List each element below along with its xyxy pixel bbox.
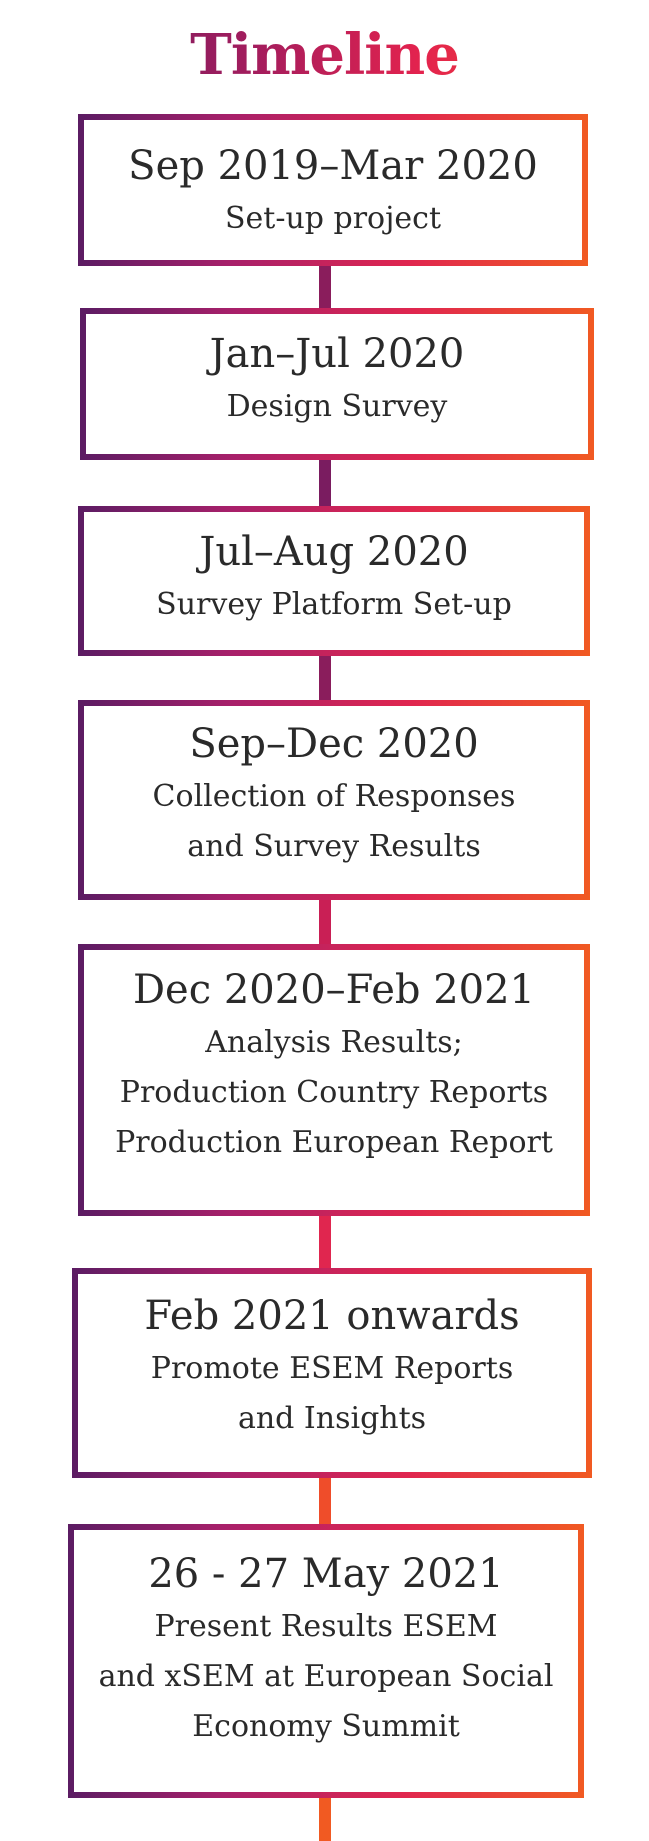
timeline-item-desc: Economy Summit — [192, 1709, 460, 1744]
timeline-item-date: Feb 2021 onwards — [144, 1293, 520, 1339]
timeline-item-2: Jan–Jul 2020 Design Survey — [80, 308, 594, 460]
timeline-item-desc: and xSEM at European Social — [98, 1659, 554, 1694]
timeline-item-date: Sep–Dec 2020 — [189, 721, 479, 767]
timeline-item-desc: Production European Report — [115, 1125, 553, 1160]
timeline-item-4: Sep–Dec 2020 Collection of Responses and… — [78, 700, 590, 900]
timeline-item-desc: and Insights — [237, 1401, 427, 1436]
timeline-connector — [319, 460, 331, 506]
timeline-item-desc: Analysis Results; — [205, 1025, 463, 1060]
timeline-connector — [319, 1478, 331, 1524]
timeline-item-desc: Production Country Reports — [119, 1075, 549, 1110]
timeline-title: Timeline — [0, 20, 649, 90]
timeline-item-7: 26 - 27 May 2021 Present Results ESEM an… — [68, 1524, 584, 1798]
timeline-item-date: Dec 2020–Feb 2021 — [132, 967, 535, 1013]
timeline-connector — [319, 266, 331, 308]
timeline-item-desc: Design Survey — [226, 389, 448, 424]
timeline-item-5: Dec 2020–Feb 2021 Analysis Results; Prod… — [78, 944, 590, 1216]
timeline-item-desc: Set-up project — [224, 201, 442, 236]
timeline-item-date: Sep 2019–Mar 2020 — [128, 143, 538, 189]
timeline-connector — [319, 1798, 331, 1841]
timeline-item-desc: and Survey Results — [187, 829, 481, 864]
timeline-item-desc: Present Results ESEM — [154, 1609, 498, 1644]
timeline-connector — [319, 1216, 331, 1268]
timeline-connector — [319, 656, 331, 700]
timeline-item-1: Sep 2019–Mar 2020 Set-up project — [78, 114, 588, 266]
timeline-connector — [319, 900, 331, 944]
timeline-item-desc: Survey Platform Set-up — [156, 587, 512, 622]
timeline-item-date: Jan–Jul 2020 — [209, 331, 465, 377]
timeline-item-date: Jul–Aug 2020 — [199, 529, 469, 575]
timeline-item-desc: Promote ESEM Reports — [150, 1351, 514, 1386]
timeline-item-date: 26 - 27 May 2021 — [148, 1551, 504, 1597]
timeline-item-desc: Collection of Responses — [152, 779, 516, 814]
timeline-item-6: Feb 2021 onwards Promote ESEM Reports an… — [72, 1268, 592, 1478]
timeline-item-3: Jul–Aug 2020 Survey Platform Set-up — [78, 506, 590, 656]
